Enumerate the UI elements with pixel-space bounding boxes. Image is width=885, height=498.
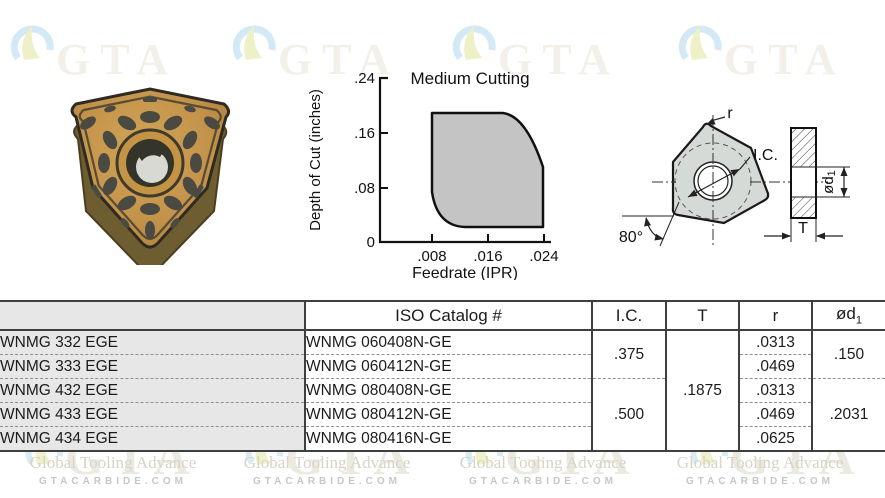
header-od1: ød1 — [811, 301, 885, 331]
watermark-text: Global Tooling Advance GTACARBIDE.COM — [433, 453, 653, 487]
ic-label: I.C. — [753, 147, 778, 164]
cell-t-merged: .1875 — [665, 330, 739, 451]
hole-dia-sub: 1 — [826, 170, 838, 176]
watermark-unit: GTA — [678, 20, 846, 82]
watermark-tagline: Global Tooling Advance — [29, 453, 197, 472]
gta-logo-icon — [452, 25, 496, 61]
watermark-brand-text: GTA — [724, 35, 847, 84]
watermark-tagline: Global Tooling Advance — [459, 453, 627, 472]
thickness-dimension: T — [764, 218, 843, 242]
hole-dia-prefix: ød — [820, 176, 837, 194]
cell-r: .0313 — [738, 330, 812, 355]
watermark-brand-text: GTA — [278, 35, 401, 84]
header-name — [0, 301, 305, 331]
insert-chipbreaker-pattern — [80, 97, 220, 239]
cell-r: .0469 — [738, 402, 812, 427]
insert-edge-band — [78, 95, 222, 240]
watermark-unit: GTA — [10, 20, 178, 82]
watermark-text: Global Tooling Advance GTACARBIDE.COM — [650, 453, 870, 487]
angle-annotation: 80° — [619, 201, 680, 247]
cell-r: .0625 — [738, 426, 812, 451]
ytick-16: .16 — [354, 125, 375, 142]
hole-diameter-label: ød1 — [820, 170, 838, 194]
radius-label: r — [727, 105, 733, 122]
watermark-website: GTACARBIDE.COM — [468, 475, 618, 487]
thickness-label: T — [798, 220, 808, 237]
insert-photo — [70, 87, 231, 265]
cell-name: WNMG 432 EGE — [0, 378, 305, 403]
angle-label: 80° — [619, 229, 643, 246]
header-od-prefix: ød — [836, 304, 856, 324]
ytick-24: .24 — [354, 70, 375, 87]
cell-r: .0469 — [738, 354, 812, 379]
header-t: T — [665, 301, 739, 331]
cell-name: WNMG 333 EGE — [0, 354, 305, 379]
cell-iso: WNMG 080416N-GE — [304, 426, 592, 451]
gta-logo-icon — [678, 25, 722, 61]
chart-ticks — [380, 132, 545, 242]
cell-r: .0313 — [738, 378, 812, 403]
table-header-row: ISO Catalog # I.C. T r ød1 — [0, 301, 885, 331]
cell-name: WNMG 332 EGE — [0, 330, 305, 355]
watermark-brand-text: GTA — [56, 35, 179, 84]
watermark-unit: GTA — [232, 20, 400, 82]
hole-diameter-dimension: ød1 — [816, 166, 850, 198]
side-view — [790, 127, 817, 219]
watermark-website: GTACARBIDE.COM — [38, 475, 188, 487]
gta-logo-icon — [232, 25, 276, 61]
xtick-024: .024 — [529, 248, 558, 265]
watermark-tagline: Global Tooling Advance — [243, 453, 411, 472]
watermark-website: GTACARBIDE.COM — [685, 475, 835, 487]
watermark-unit: GTA — [452, 20, 620, 82]
chart-region — [430, 111, 545, 229]
table-row: WNMG 332 EGE WNMG 060408N-GE .375 .1875 … — [0, 330, 885, 451]
cell-name: WNMG 433 EGE — [0, 402, 305, 427]
dimension-diagram: I.C. r 80° — [619, 105, 850, 248]
cell-od1-merged: .150 — [811, 330, 885, 379]
cell-iso: WNMG 060412N-GE — [304, 354, 592, 379]
xtick-008: .008 — [417, 248, 446, 265]
watermark-text: Global Tooling Advance GTACARBIDE.COM — [3, 453, 223, 487]
chart-ylabel: Depth of Cut (inches) — [307, 89, 324, 231]
header-ic: I.C. — [591, 301, 666, 331]
cell-name: WNMG 434 EGE — [0, 426, 305, 451]
watermark-text: Global Tooling Advance GTACARBIDE.COM — [217, 453, 437, 487]
chart-tick-labels: .24 .16 .08 0 .008 .016 .024 — [354, 70, 558, 265]
cell-iso: WNMG 080412N-GE — [304, 402, 592, 427]
insert-center-hole — [115, 128, 185, 198]
cell-iso: WNMG 060408N-GE — [304, 330, 592, 355]
watermark-top-row: GTA GTA GTA GTA — [0, 20, 885, 82]
cell-iso: WNMG 080408N-GE — [304, 378, 592, 403]
table-row: WNMG 434 EGE WNMG 080416N-GE .0625 — [0, 426, 885, 451]
chart-title: Medium Cutting — [410, 69, 529, 88]
table-row: WNMG 333 EGE WNMG 060412N-GE .0469 — [0, 354, 885, 379]
ic-dimension: I.C. — [687, 147, 778, 198]
xtick-016: .016 — [473, 248, 502, 265]
table-row: WNMG 432 EGE WNMG 080408N-GE .500 .0313 … — [0, 378, 885, 451]
header-r: r — [738, 301, 812, 331]
cutting-range-chart: Medium Cutting .24 .16 .08 0 .008 .016 .… — [307, 69, 559, 280]
watermark-tagline: Global Tooling Advance — [676, 453, 844, 472]
watermark-brand-text: GTA — [498, 35, 621, 84]
table-row: WNMG 433 EGE WNMG 080412N-GE .0469 — [0, 402, 885, 427]
radius-annotation: r — [706, 105, 733, 125]
cell-ic-merged: .375 — [591, 330, 666, 379]
chart-axes — [378, 76, 551, 244]
cell-ic-merged: .500 — [591, 378, 666, 451]
gta-logo-icon — [10, 25, 54, 61]
watermark-website: GTACARBIDE.COM — [252, 475, 402, 487]
spec-table: ISO Catalog # I.C. T r ød1 WNMG 332 EGE … — [0, 300, 885, 452]
ytick-08: .08 — [354, 180, 375, 197]
ytick-0: 0 — [367, 234, 375, 251]
inscribed-circle-dashed — [674, 142, 752, 220]
header-od-sub: 1 — [855, 314, 862, 327]
cell-od1-merged: .2031 — [811, 378, 885, 451]
header-iso-catalog: ISO Catalog # — [304, 301, 592, 331]
chart-xlabel: Feedrate (IPR) — [412, 265, 518, 280]
